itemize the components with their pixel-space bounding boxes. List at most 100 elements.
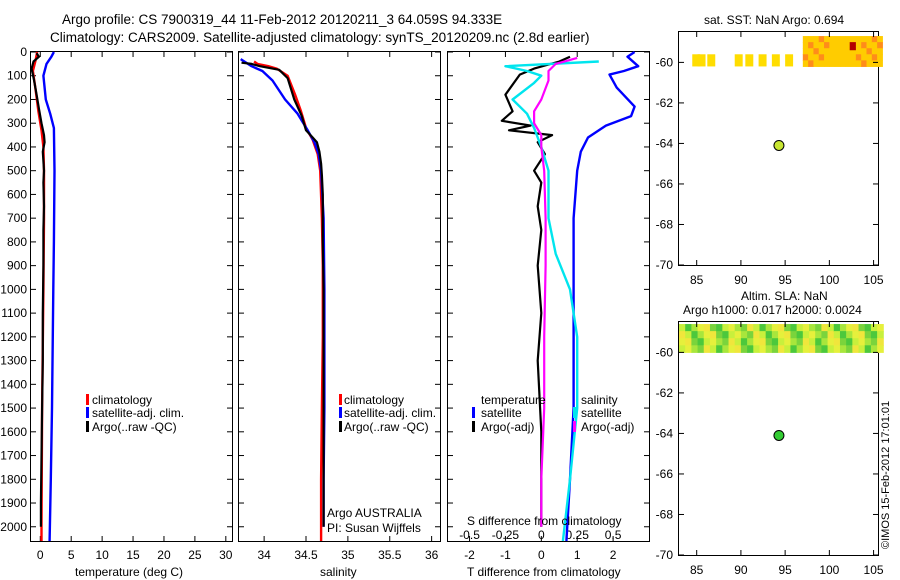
legend-label-satellite: satellite-adj. clim. <box>92 406 184 420</box>
x-tick-label: 95 <box>778 563 792 577</box>
heat-cell <box>839 324 847 332</box>
float-position-marker <box>773 139 785 151</box>
depth-tick-label: 300 <box>7 116 27 130</box>
heat-cell <box>734 345 742 353</box>
heat-cell <box>815 345 822 353</box>
y-tick-label: -68 <box>656 507 674 521</box>
legend-swatch-s-satellite <box>573 407 576 418</box>
heat-cell <box>864 338 872 346</box>
temperature-panel-frame <box>30 51 233 542</box>
x-tick-label: 25 <box>188 548 202 562</box>
sst-map-frame <box>678 31 879 266</box>
heat-cell <box>866 42 873 49</box>
heat-cell <box>734 338 742 346</box>
x-tick-label: 35.5 <box>378 548 402 562</box>
depth-tick-label: 1100 <box>1 306 27 320</box>
x-tick-label: 34.5 <box>294 548 318 562</box>
legend-swatch-argo <box>86 421 89 432</box>
heat-cell <box>813 48 820 55</box>
series-line-s-argo-adj- <box>533 56 578 527</box>
depth-tick-label: 1500 <box>0 401 27 415</box>
series-line-satellite-adj-clim- <box>240 58 326 527</box>
x-tick-label: 34 <box>257 548 271 562</box>
depth-tick-label: 1900 <box>0 496 27 510</box>
legend-label-s-satellite: satellite <box>581 406 622 420</box>
heat-cell <box>839 54 846 61</box>
heat-cell <box>852 345 860 353</box>
heat-cell <box>691 345 699 353</box>
heat-cell <box>821 338 829 346</box>
heat-cell <box>703 338 711 346</box>
argo-pi-label: PI: Susan Wijffels <box>327 521 421 535</box>
legend-swatch-climatology <box>86 394 89 405</box>
heat-cell <box>858 345 866 353</box>
heat-cell <box>734 324 742 332</box>
legend-header-temperature: temperature <box>481 393 546 407</box>
heat-cell <box>871 48 878 55</box>
series-line-argo-raw-qc- <box>30 52 46 527</box>
x-tick-label: 95 <box>778 273 792 287</box>
x-tick-label: 90 <box>734 273 748 287</box>
y-tick-label: -66 <box>656 177 674 191</box>
heat-cell <box>740 331 748 339</box>
heat-cell <box>827 345 835 353</box>
heat-cell <box>808 48 814 55</box>
heat-cell <box>802 42 809 49</box>
legend-swatch-climatology <box>339 394 342 405</box>
heat-cell <box>824 36 830 43</box>
heat-cell <box>802 48 809 55</box>
heat-cell <box>753 345 760 353</box>
heat-cell <box>813 36 820 43</box>
sst-map: 85 90 95 100 105 -60 -62 -64 -66 -68 -70 <box>656 32 884 287</box>
heat-cell <box>871 54 878 61</box>
heat-cell <box>834 54 841 61</box>
legend-label-climatology: climatology <box>344 393 404 407</box>
heat-cell <box>722 345 730 353</box>
heat-cell <box>703 331 711 339</box>
legend-label-satellite: satellite-adj. clim. <box>344 406 436 420</box>
x-tick-label: -2 <box>464 548 475 562</box>
heat-cell <box>809 331 816 339</box>
heat-cell <box>722 324 730 332</box>
heat-cell <box>870 338 878 346</box>
heat-cell <box>877 345 884 353</box>
heat-cell <box>852 338 860 346</box>
heat-cell <box>796 338 804 346</box>
legend-label-argo: Argo(..raw -QC) <box>92 420 177 434</box>
heat-cell <box>709 324 717 332</box>
series-line-climatology <box>253 60 324 541</box>
heat-cell <box>850 36 857 43</box>
difference-xlabel: T difference from climatology <box>467 565 621 579</box>
heat-cell <box>728 324 736 332</box>
depth-tick-label: 1400 <box>0 377 27 391</box>
heat-cell <box>697 345 705 353</box>
heat-cell <box>707 54 716 67</box>
heat-cell <box>849 42 856 51</box>
heat-cell <box>855 54 862 61</box>
heat-cell <box>722 338 730 346</box>
heat-cell <box>784 345 791 353</box>
heat-cell <box>870 345 878 353</box>
heat-cell <box>740 324 748 332</box>
heat-cell <box>778 324 785 332</box>
heat-cell <box>809 324 816 332</box>
heat-cell <box>802 36 809 43</box>
heat-cell <box>818 60 825 67</box>
depth-tick-label: 1200 <box>0 330 27 344</box>
heat-cell <box>679 345 686 353</box>
heat-cell <box>753 324 760 332</box>
heat-cell <box>802 54 809 61</box>
heat-cell <box>808 60 814 67</box>
heat-cell <box>685 324 692 332</box>
legend-swatch-satellite <box>339 407 342 418</box>
temperature-legend: climatology satellite-adj. clim. Argo(..… <box>86 393 184 434</box>
heat-cell <box>833 324 841 332</box>
heat-cell <box>866 54 873 61</box>
heat-cell <box>722 331 730 339</box>
heat-cell <box>821 345 829 353</box>
heat-cell <box>765 338 773 346</box>
heat-cell <box>866 36 873 43</box>
heat-cell <box>796 331 804 339</box>
heat-cell <box>808 42 814 49</box>
